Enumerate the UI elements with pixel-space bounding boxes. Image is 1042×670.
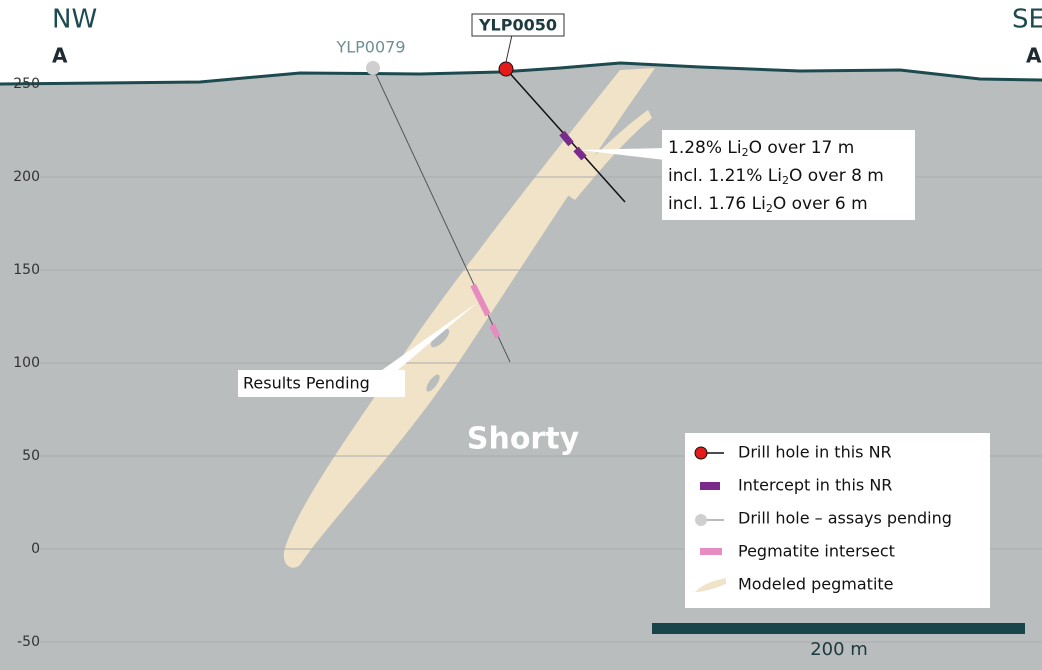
collar-pending [366,61,380,75]
direction: NW [52,5,97,35]
legend-symbol [694,446,708,460]
annotation: incl. 1.76 Li2O over 6 m [668,194,868,215]
elevation-label: 200 [13,169,40,185]
elevation-label: 0 [31,541,40,557]
legend-label: Pegmatite intersect [738,542,895,561]
annotation-box [662,130,915,220]
scale-bar [652,623,1025,634]
legend-label: Modeled pegmatite [738,575,894,594]
annotation: incl. 1.21% Li2O over 8 m [668,166,884,187]
elevation-label: 150 [13,262,40,278]
terrain [0,61,1042,86]
callout [580,148,665,160]
section-letter: A [52,44,68,68]
elevation-label: 100 [13,355,40,371]
annotation-part: O over 17 m [749,138,855,158]
legend-label: Drill hole – assays pending [738,509,952,528]
annotation-box [238,370,405,397]
annotation-part: 1.28% Li [668,138,742,158]
annotation-part: incl. 1.76 Li [668,194,766,214]
elevation-label: -50 [17,634,40,650]
annotation: 1.28% Li2O over 17 m [668,138,854,159]
annotation-part: O over 6 m [773,194,868,214]
hole-label: YLP0050 [478,16,557,35]
callout [375,302,478,375]
intercept [559,130,574,147]
hole-label: YLP0079 [335,38,405,57]
annotation-part: 2 [766,202,773,215]
elevation-label: 50 [22,448,40,464]
pegmatite-hole [426,374,440,392]
feature-label: Shorty [467,422,580,457]
pegmatite-intersect [489,323,501,339]
legend-symbol [700,548,722,555]
annotation-part: incl. 1.21% Li [668,166,782,186]
annotation-part: 2 [782,174,789,187]
legend-symbol [700,482,720,490]
legend-symbol [695,578,726,592]
direction: SE [1012,5,1042,35]
legend-label: Drill hole in this NR [738,443,892,462]
scale-label: 200 m [810,639,868,660]
legend-symbol [695,514,707,526]
pegmatite-intersect [470,283,491,317]
callout-line [505,34,513,63]
legend-label: Intercept in this NR [738,476,892,495]
pegmatite-hole [430,328,450,348]
hole-label-box [471,13,565,37]
legend [685,433,990,608]
elevation-label: 250 [13,76,40,92]
collar [498,61,514,77]
intercept [573,146,587,161]
annotation-part: 2 [742,146,749,159]
pegmatite [283,68,655,568]
annotation-part: O over 8 m [789,166,884,186]
annotation: Results Pending [243,374,370,393]
section-letter: A [1026,44,1042,68]
